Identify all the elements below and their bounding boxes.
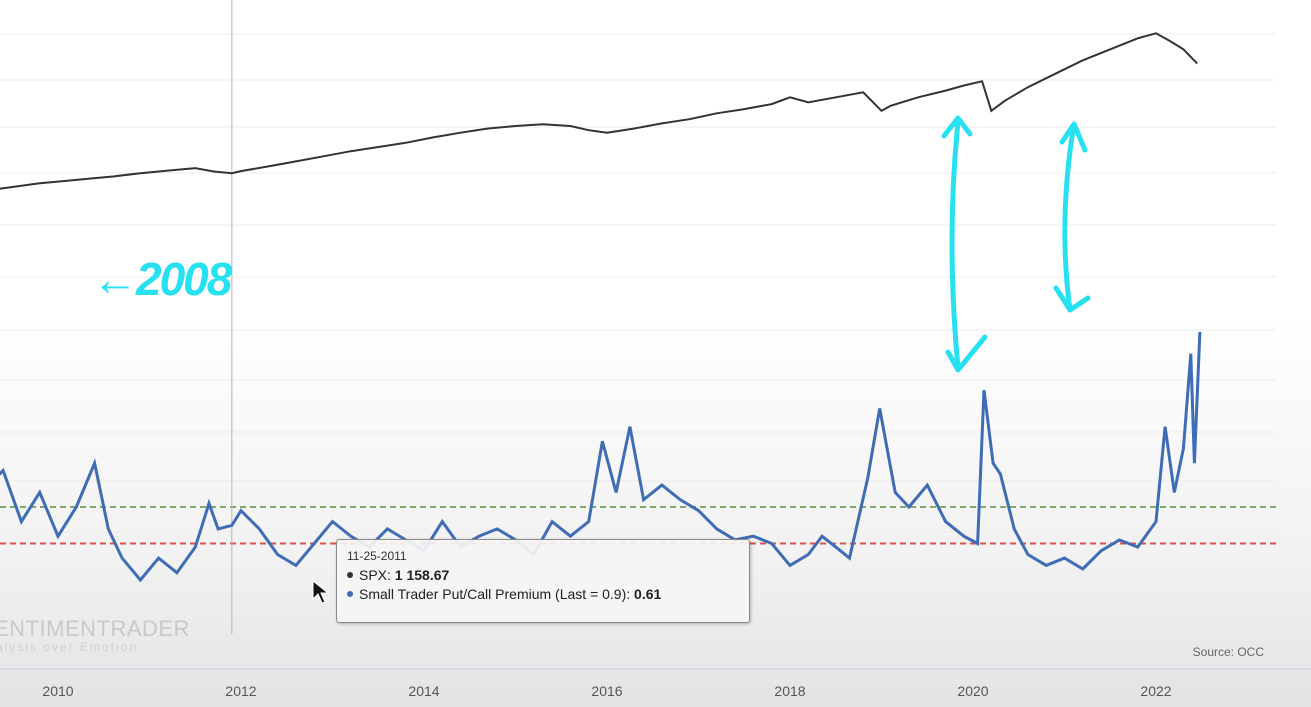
source-label: Source: OCC bbox=[1192, 645, 1264, 659]
x-tick-label: 2016 bbox=[591, 683, 622, 699]
watermark-tagline: alysis over Emotion bbox=[0, 640, 139, 654]
tooltip-row-putcall: Small Trader Put/Call Premium (Last = 0.… bbox=[347, 586, 739, 602]
reference-lines bbox=[0, 506, 1276, 545]
chart-tooltip: 11-25-2011 SPX: 1 158.67 Small Trader Pu… bbox=[336, 539, 750, 623]
tooltip-row-spx: SPX: 1 158.67 bbox=[347, 567, 739, 583]
x-tick-label: 2022 bbox=[1140, 683, 1171, 699]
x-tick-label: 2014 bbox=[408, 683, 439, 699]
tooltip-spx-value: 1 158.67 bbox=[394, 567, 450, 583]
tooltip-putcall-value: 0.61 bbox=[634, 586, 662, 602]
x-tick-label: 2010 bbox=[42, 683, 73, 699]
annotation-arrow-2019 bbox=[941, 115, 988, 373]
spx-bullet-icon bbox=[347, 572, 353, 579]
put-call-series-line[interactable] bbox=[0, 288, 1202, 583]
annotation-2008: ←2008 bbox=[92, 253, 232, 305]
x-tick-label: 2018 bbox=[774, 683, 805, 699]
gridlines bbox=[0, 33, 1276, 583]
annotation-arrow-2020 bbox=[1053, 121, 1091, 313]
putcall-bullet-icon bbox=[347, 591, 353, 598]
spx-series-line[interactable] bbox=[0, 32, 1198, 191]
annotation-arrows bbox=[941, 115, 1091, 373]
x-tick-label: 2020 bbox=[957, 683, 988, 699]
tooltip-date: 11-25-2011 bbox=[347, 549, 407, 563]
x-axis-ticks: 2010 2012 2014 2016 2018 2020 2022 bbox=[42, 683, 1171, 699]
tooltip-putcall-label: Small Trader Put/Call Premium (Last = 0.… bbox=[359, 586, 635, 602]
tooltip-spx-label: SPX: bbox=[359, 567, 395, 583]
watermark-brand: ENTIMENTRADER bbox=[0, 616, 190, 641]
x-tick-label: 2012 bbox=[225, 683, 256, 699]
cursor-arrow-icon bbox=[312, 580, 330, 604]
